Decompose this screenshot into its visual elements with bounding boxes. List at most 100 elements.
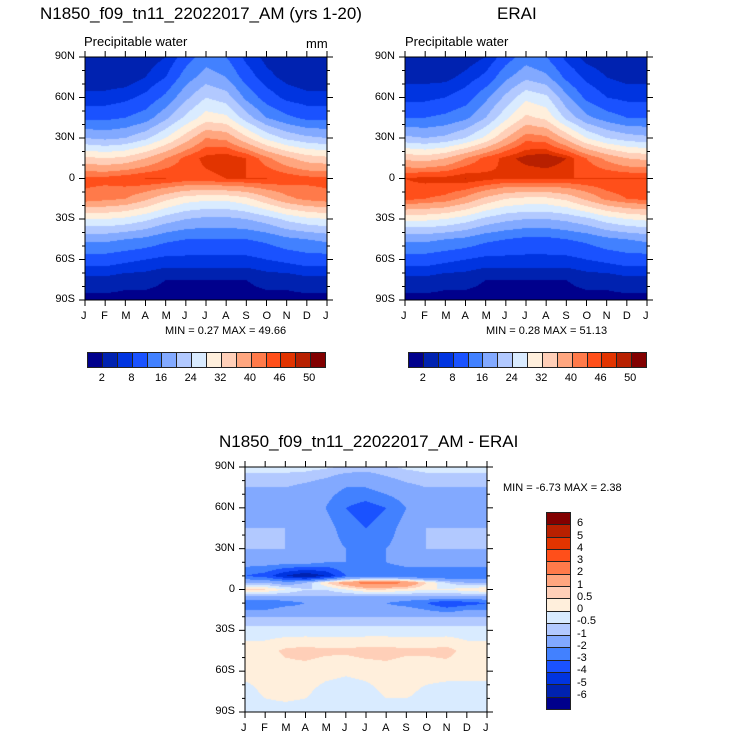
- plot-border: [404, 56, 648, 301]
- colorbar-label: 40: [243, 372, 257, 384]
- colorbar-swatch: [542, 353, 558, 367]
- y-tick-label: 60S: [55, 252, 75, 265]
- x-tick-label: D: [302, 310, 311, 322]
- x-tick-label: J: [241, 722, 247, 734]
- x-tick-label: J: [181, 310, 188, 322]
- colorbar-label: 0.5: [577, 590, 593, 603]
- plot-border: [84, 56, 328, 301]
- colorbar-swatch: [547, 525, 570, 538]
- x-tick-label: J: [483, 722, 489, 734]
- contour-field-3: [245, 467, 487, 712]
- colorbar-swatch: [547, 586, 570, 600]
- colorbar-swatch: [102, 353, 118, 367]
- colorbar-swatch: [132, 353, 148, 367]
- colorbar-swatch: [88, 353, 103, 367]
- colorbar-swatch: [177, 353, 193, 367]
- x-tick-label: J: [81, 310, 87, 322]
- panel1-subtitle: Precipitable water: [84, 34, 188, 49]
- panel3-title: N1850_f09_tn11_22022017_AM - ERAI: [219, 432, 519, 451]
- colorbar-label: 32: [214, 372, 227, 384]
- x-tick-label: A: [222, 310, 230, 322]
- x-tick-label: A: [141, 310, 149, 322]
- colorbar-swatch: [207, 353, 222, 367]
- panel1-stats: MIN = 0.27 MAX = 49.66: [165, 325, 287, 337]
- colorbar-swatch: [162, 353, 178, 367]
- x-tick-label: F: [261, 722, 268, 734]
- x-tick-label: M: [321, 722, 331, 734]
- colorbar-swatch: [281, 353, 297, 367]
- x-tick-label: J: [643, 310, 649, 322]
- colorbar-label: 1: [577, 578, 584, 591]
- x-tick-label: M: [161, 310, 171, 322]
- colorbar-label: 6: [577, 517, 584, 530]
- colorbar-label: -2: [577, 639, 587, 652]
- panel2-subtitle: Precipitable water: [405, 34, 509, 49]
- x-tick-label: S: [242, 310, 250, 322]
- y-tick-label: 0: [68, 171, 75, 184]
- colorbar-swatch: [547, 673, 570, 686]
- x-tick-label: A: [542, 310, 550, 322]
- colorbar-swatch: [423, 353, 439, 367]
- colorbar-swatch: [547, 648, 570, 661]
- colorbar-swatch: [632, 353, 646, 367]
- x-tick-label: J: [401, 310, 407, 322]
- colorbar-label: 32: [535, 372, 548, 384]
- contour-field-1: [85, 57, 327, 300]
- colorbar-swatch: [547, 685, 570, 698]
- y-tick-label: 90N: [54, 50, 75, 62]
- y-tick-label: 30S: [375, 212, 395, 224]
- colorbar-swatch: [547, 599, 570, 612]
- plot-border: [244, 466, 488, 713]
- colorbar-label: 2: [98, 372, 105, 384]
- x-tick-label: D: [462, 722, 471, 734]
- x-tick-label: S: [562, 310, 570, 322]
- colorbar-label: 5: [577, 529, 584, 542]
- y-tick-label: 0: [228, 582, 235, 595]
- y-tick-label: 30N: [54, 131, 75, 143]
- x-tick-label: O: [582, 310, 592, 322]
- x-tick-label: J: [341, 722, 348, 734]
- x-tick-label: J: [501, 310, 508, 322]
- colorbar-label: 2: [577, 566, 584, 579]
- x-tick-label: M: [481, 310, 491, 322]
- y-tick-label: 60N: [374, 90, 395, 103]
- panel1-title: N1850_f09_tn11_22022017_AM (yrs 1-20): [40, 4, 362, 23]
- colorbar-label: 0: [577, 603, 584, 615]
- colorbar-label: 8: [449, 372, 456, 384]
- x-tick-label: J: [202, 310, 208, 322]
- x-tick-label: M: [441, 310, 451, 322]
- contour-field-2: [405, 57, 647, 300]
- colorbar-label: 2: [419, 372, 426, 384]
- colorbar-swatch: [117, 353, 133, 367]
- colorbar-swatch: [547, 574, 570, 587]
- x-tick-label: A: [382, 722, 390, 734]
- x-tick-label: M: [121, 310, 131, 322]
- y-tick-label: 0: [388, 171, 395, 184]
- colorbar-swatch: [572, 353, 588, 367]
- colorbar-label: 40: [564, 372, 578, 384]
- colorbar-label: -3: [577, 652, 587, 664]
- colorbar-swatch: [409, 353, 424, 367]
- x-tick-label: O: [262, 310, 272, 322]
- colorbar-label: -1: [577, 627, 587, 640]
- colorbar-swatch: [468, 353, 484, 367]
- x-tick-label: J: [362, 722, 368, 734]
- x-tick-label: D: [622, 310, 631, 322]
- colorbar-swatch: [547, 697, 570, 709]
- y-tick-label: 60S: [215, 664, 235, 677]
- y-tick-label: 90S: [55, 293, 75, 305]
- y-tick-label: 30N: [214, 541, 235, 554]
- colorbar-label: -6: [577, 688, 587, 701]
- y-tick-label: 90S: [375, 293, 395, 305]
- panel3-stats: MIN = -6.73 MAX = 2.38: [503, 482, 622, 494]
- colorbar-swatch: [528, 353, 543, 367]
- panel1-units: mm: [306, 36, 328, 51]
- colorbar-swatch: [296, 353, 312, 367]
- x-tick-label: O: [422, 722, 432, 734]
- x-tick-label: J: [323, 310, 329, 322]
- colorbar-swatch: [547, 537, 570, 550]
- panel2-title: ERAI: [497, 4, 537, 23]
- colorbar-swatch: [547, 562, 570, 575]
- x-tick-label: F: [421, 310, 428, 322]
